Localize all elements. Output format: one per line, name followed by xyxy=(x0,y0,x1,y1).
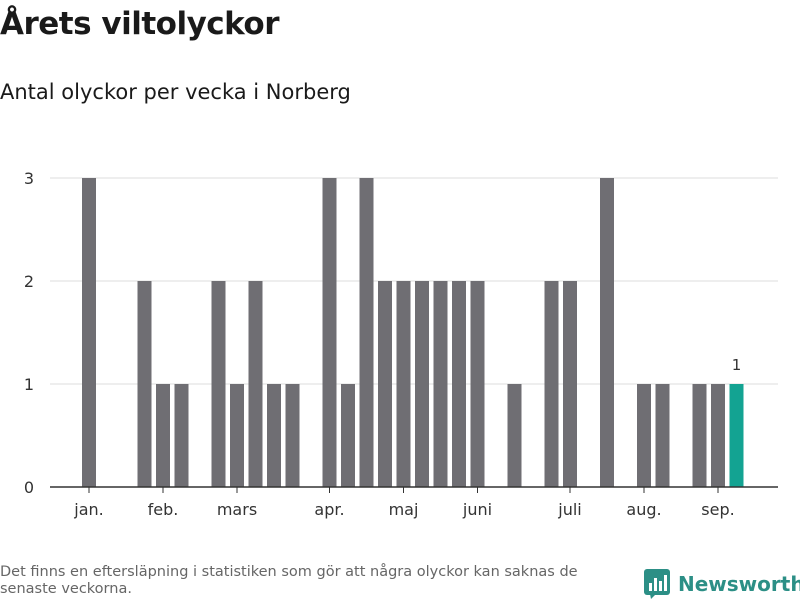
data-label: 1 xyxy=(732,356,742,374)
bar-highlight xyxy=(729,384,744,487)
bar xyxy=(267,384,281,487)
bar xyxy=(563,281,577,487)
y-tick-label: 2 xyxy=(24,272,34,291)
footnote: Det finns en eftersläpning i statistiken… xyxy=(0,564,578,597)
y-tick-label: 1 xyxy=(24,375,34,394)
chart-subtitle: Antal olyckor per vecka i Norberg xyxy=(0,80,351,104)
bar xyxy=(211,281,226,487)
x-tick-label: feb. xyxy=(148,500,179,519)
brand-name: Newsworthy xyxy=(678,572,800,596)
bar xyxy=(600,178,614,487)
x-tick-label: jan. xyxy=(73,500,103,519)
x-tick-label: maj xyxy=(389,500,419,519)
x-tick-label: aug. xyxy=(626,500,661,519)
x-tick-label: apr. xyxy=(314,500,344,519)
bar xyxy=(452,281,466,487)
bar xyxy=(359,178,374,487)
x-tick-label: mars xyxy=(217,500,257,519)
bar xyxy=(637,384,651,487)
x-tick-label: juli xyxy=(557,500,581,519)
bar xyxy=(82,178,96,487)
bar-chart: 0 1 2 3 1 jan. feb. mars apr. maj juni juli aug. sep. xyxy=(24,169,778,519)
bar xyxy=(396,281,411,487)
bar xyxy=(230,384,244,487)
bar xyxy=(156,384,170,487)
bar xyxy=(174,384,189,487)
bar xyxy=(433,281,448,487)
bar xyxy=(378,281,392,487)
y-tick-label: 3 xyxy=(24,169,34,188)
newsworthy-logo-icon xyxy=(644,569,670,599)
chart-title: Årets viltolyckor xyxy=(0,6,280,42)
bar xyxy=(322,178,337,487)
bar xyxy=(692,384,707,487)
x-tick-label: juni xyxy=(462,500,492,519)
bar xyxy=(341,384,355,487)
bar xyxy=(711,384,725,487)
bar xyxy=(544,281,559,487)
brand-logo: Newsworthy xyxy=(644,568,800,600)
bar xyxy=(507,384,522,487)
bar xyxy=(655,384,670,487)
y-tick-label: 0 xyxy=(24,478,34,497)
bar xyxy=(137,281,152,487)
bar xyxy=(470,281,485,487)
bar xyxy=(248,281,263,487)
bar xyxy=(285,384,300,487)
x-tick-label: sep. xyxy=(701,500,734,519)
bar xyxy=(415,281,429,487)
